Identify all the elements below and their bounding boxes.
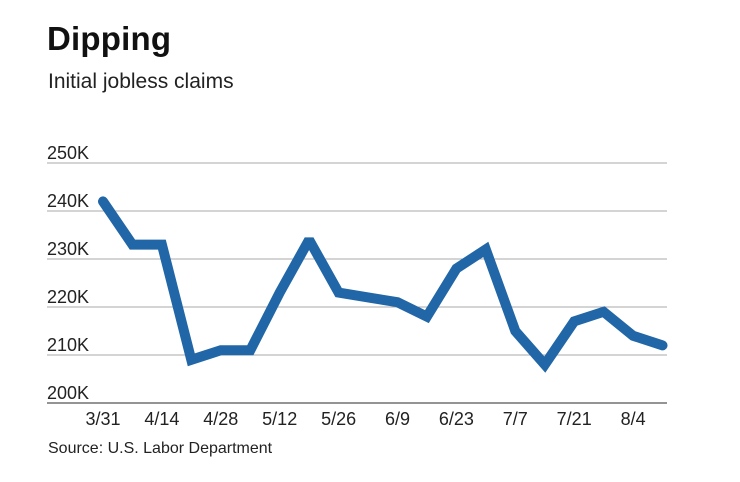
source-note: Source: U.S. Labor Department [48,440,273,457]
chart-subtitle: Initial jobless claims [48,70,234,93]
gridlines [47,162,667,404]
chart-title: Dipping [47,20,172,57]
y-tick-label: 250K [47,143,89,163]
x-tick-label: 3/31 [85,409,120,429]
x-tick-label: 4/28 [203,409,238,429]
x-tick-label: 8/4 [621,409,646,429]
y-tick-label: 230K [47,239,89,259]
x-tick-label: 6/9 [385,409,410,429]
y-tick-label: 200K [47,383,89,403]
series-line [98,196,668,373]
x-tick-label: 4/14 [144,409,179,429]
y-tick-label: 220K [47,287,89,307]
y-tick-label: 210K [47,335,89,355]
x-tick-label: 5/12 [262,409,297,429]
y-axis-ticks: 200K 210K 220K 230K 240K 250K [47,143,89,403]
y-tick-label: 240K [47,191,89,211]
x-axis-ticks: 3/31 4/14 4/28 5/12 5/26 6/9 6/23 7/7 7/21 8/4 [85,409,645,429]
x-tick-label: 5/26 [321,409,356,429]
x-tick-label: 6/23 [439,409,474,429]
series-line-group [98,196,668,373]
x-tick-label: 7/7 [503,409,528,429]
x-tick-label: 7/21 [557,409,592,429]
